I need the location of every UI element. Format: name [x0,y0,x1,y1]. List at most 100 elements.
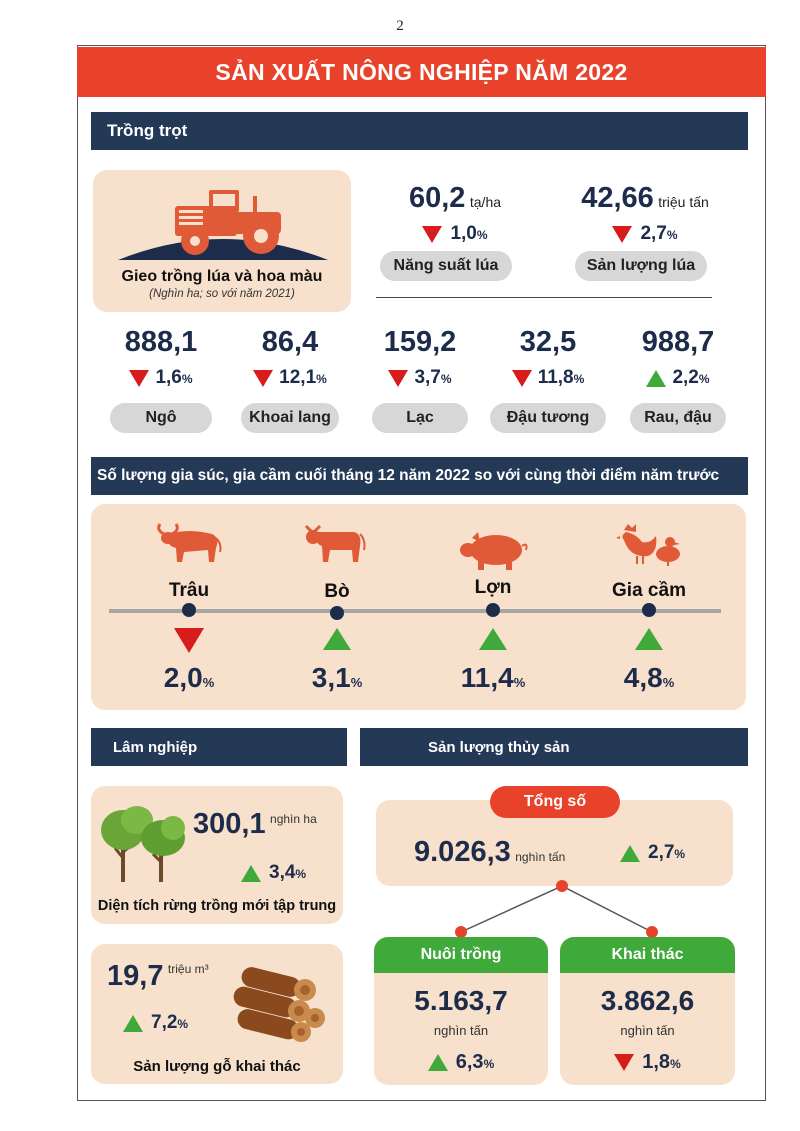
timber-value: 19,7 [107,960,164,992]
crop-item-label: Lạc [372,403,468,433]
fishery-total-value: 9.026,3 [414,836,511,868]
crop-item-change: 1,6% [101,367,221,389]
rice-yield-change-value: 1,0 [450,223,477,244]
crop-item-value: 159,2 [383,326,457,358]
down-arrow-icon [253,369,274,387]
pct-symbol: % [483,1057,495,1071]
livestock-change-value: 11,4 [460,662,514,693]
livestock-change: 3,1% [267,662,407,694]
pig-icon [458,528,528,577]
up-arrow-icon [423,628,563,655]
down-arrow-icon [612,225,633,243]
crop-item-change: 12,1% [230,367,350,389]
log-pile-icon [233,967,325,1042]
rice-output-value: 42,66 [581,182,654,214]
livestock-name: Lợn [474,577,512,598]
crop-item-change-value: 1,6 [155,367,182,388]
buffalo-icon [154,522,224,571]
crop-item-change-value: 3,7 [414,367,441,388]
page-number: 2 [396,18,404,34]
pct-symbol: % [674,847,686,861]
crop-item: 159,2 3,7% [360,326,480,389]
capture-label: Khai thác [560,937,735,973]
rice-output-value-group: 42,66 triệu tấn [570,182,720,215]
down-arrow-icon [129,369,150,387]
rice-yield-value-group: 60,2 tạ/ha [380,182,530,215]
pct-symbol: % [177,1017,189,1031]
banner-title: SẢN XUẤT NÔNG NGHIỆP NĂM 2022 [77,47,766,97]
rice-yield-value: 60,2 [408,182,466,214]
crop-item-label: Đậu tương [490,403,606,433]
aquaculture-label: Nuôi trồng [374,937,548,973]
pct-symbol: % [202,675,215,690]
forestry-section-title: Lâm nghiệp [91,728,347,766]
sowing-card: Gieo trồng lúa và hoa màu (Nghìn ha; so … [93,170,351,312]
pct-symbol: % [316,372,327,386]
forest-area-unit: nghìn ha [270,812,317,826]
livestock-item: Gia cầm [579,580,719,602]
forest-area-card: 300,1 nghìn ha 3,4% Diện tích rừng trồng… [91,786,343,924]
livestock-name: Bò [324,581,350,602]
timber-card: 19,7 triệu m³ 7,2% Sản lượng gỗ khai thá… [91,944,343,1084]
livestock-name: Trâu [168,580,210,601]
crop-item-change-value: 11,8 [537,367,574,388]
livestock-item: Bò [267,581,407,603]
up-arrow-icon [579,628,719,655]
fishery-total-label: Tổng số [490,786,620,818]
forest-area-change: 3,4 [269,862,296,883]
timeline-dot [330,606,344,620]
crop-item-label: Rau, đậu [630,403,726,433]
timeline-dot [486,603,500,617]
capture-unit: nghìn tấn [620,1023,675,1038]
capture-change: 1,8 [642,1051,671,1073]
page-frame [77,45,766,1101]
divider [376,297,712,298]
connector-dot [646,926,658,938]
pct-symbol: % [513,675,526,690]
capture-value: 3.862,6 [600,985,695,1016]
down-arrow-icon [119,628,259,658]
crop-item-change: 11,8% [488,367,608,389]
pct-symbol: % [698,372,710,386]
rice-yield-unit: tạ/ha [469,194,502,210]
aquaculture-value: 5.163,7 [414,985,508,1016]
up-arrow-icon [620,844,640,862]
rice-yield-change: 1,0% [380,223,530,245]
livestock-name: Gia cầm [612,580,686,601]
pct-symbol: % [476,228,488,242]
poultry-icon [614,522,684,573]
fishery-section-title: Sản lượng thủy sản [360,728,748,766]
pct-symbol: % [295,867,307,881]
down-arrow-icon [388,369,409,387]
tractor-icon [118,190,328,260]
livestock-change-value: 2,0 [163,662,203,693]
crop-item-change: 2,2% [618,367,738,389]
timber-change: 7,2 [151,1012,178,1033]
crop-item-change-value: 2,2 [672,367,699,388]
crop-item: 86,4 12,1% [230,326,350,389]
rice-output-change-value: 2,7 [640,223,667,244]
up-arrow-icon [646,369,667,387]
livestock-item: Trâu [119,580,259,602]
fishery-total-unit: nghìn tấn [515,850,566,864]
pct-symbol: % [662,675,675,690]
pct-symbol: % [440,372,452,386]
rice-output-change: 2,7% [570,223,720,245]
down-arrow-icon [614,1054,635,1071]
up-arrow-icon [267,628,407,655]
crop-item-value: 86,4 [261,326,319,358]
livestock-section-title: Số lượng gia súc, gia cầm cuối tháng 12 … [91,457,748,495]
aquaculture-change: 6,3 [455,1051,484,1073]
rice-output-label: Sản lượng lúa [575,251,707,281]
timeline-dot [182,603,196,617]
sowing-card-subtitle: (Nghìn ha; so với năm 2021) [149,288,295,300]
crop-item-label: Ngô [110,403,212,433]
pct-symbol: % [350,675,363,690]
crop-item-label: Khoai lang [241,403,339,433]
forest-area-value: 300,1 [193,808,266,840]
aquaculture-unit: nghìn tấn [433,1023,489,1038]
crop-item-value: 888,1 [124,326,198,358]
forest-area-label: Diện tích rừng trồng mới tập trung [97,898,337,914]
down-arrow-icon [511,369,532,387]
timber-label: Sản lượng gỗ khai thác [133,1058,301,1075]
